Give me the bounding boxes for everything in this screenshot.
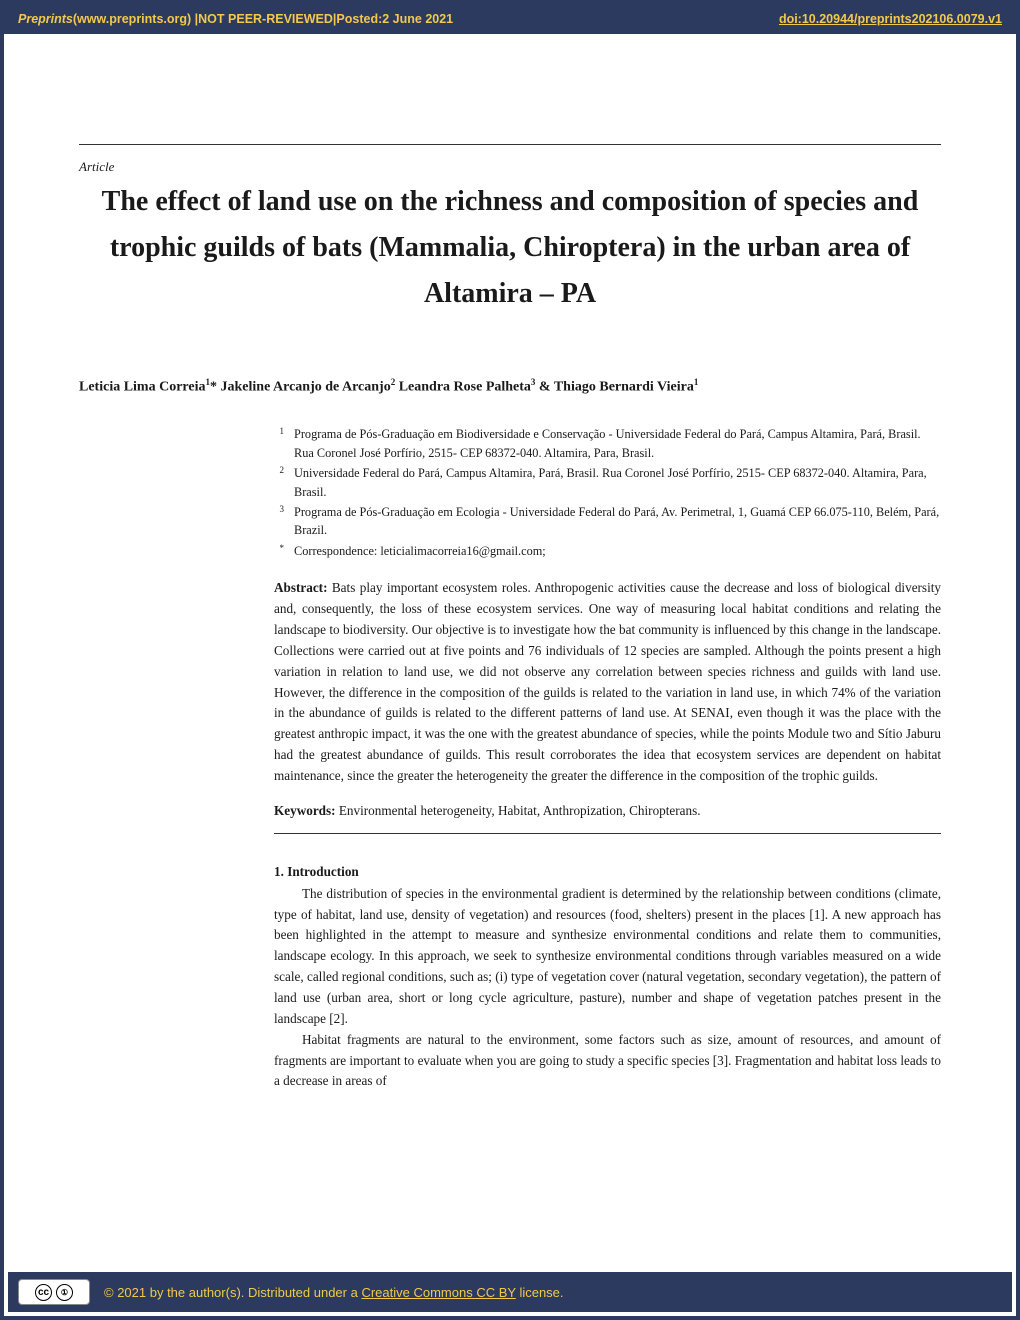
banner-posted-label: Posted: <box>336 12 382 26</box>
affil-text: Correspondence: leticialimacorreia16@gma… <box>294 542 941 560</box>
license-text: © 2021 by the author(s). Distributed und… <box>104 1285 564 1300</box>
keywords-label: Keywords: <box>274 803 339 818</box>
doi-link[interactable]: doi:10.20944/preprints202106.0079.v1 <box>779 12 1002 26</box>
affil-star: * <box>274 542 284 560</box>
introduction-body: The distribution of species in the envir… <box>274 884 941 1093</box>
affiliation-row: 2 Universidade Federal do Pará, Campus Al… <box>274 464 941 501</box>
license-link[interactable]: Creative Commons CC BY <box>361 1285 515 1300</box>
affil-num: 3 <box>274 503 284 540</box>
page-content: Article The effect of land use on the ri… <box>4 34 1016 1092</box>
copyright-prefix: © 2021 by the author(s). Distributed und… <box>104 1285 361 1300</box>
affiliation-row: * Correspondence: leticialimacorreia16@gm… <box>274 542 941 560</box>
affil-num: 2 <box>274 464 284 501</box>
article-type-label: Article <box>79 159 941 175</box>
affil-num: 1 <box>274 425 284 462</box>
affil-text: Programa de Pós-Graduação em Biodiversid… <box>294 425 941 462</box>
keywords-block: Keywords: Environmental heterogeneity, H… <box>274 801 941 821</box>
abstract-end-rule <box>274 833 941 834</box>
intro-paragraph-1: The distribution of species in the envir… <box>274 884 941 1030</box>
author-1-corr: * <box>210 379 217 394</box>
copyright-suffix: license. <box>516 1285 564 1300</box>
banner-posted-date: 2 June 2021 <box>382 12 453 26</box>
affiliations-block: 1 Programa de Pós-Graduação em Biodiversi… <box>274 425 941 560</box>
license-footer: cc ① BY © 2021 by the author(s). Distrib… <box>8 1272 1012 1312</box>
paper-title: The effect of land use on the richness a… <box>79 179 941 328</box>
indented-content-column: 1 Programa de Pós-Graduação em Biodiversi… <box>274 425 941 1092</box>
section-heading-introduction: 1. Introduction <box>274 864 941 880</box>
abstract-text: Bats play important ecosystem roles. Ant… <box>274 580 941 783</box>
author-2: Jakeline Arcanjo de Arcanjo <box>217 379 391 394</box>
authors-amp: & <box>535 379 553 394</box>
banner-url: (www.preprints.org) | <box>73 12 198 26</box>
abstract-block: Abstract: Bats play important ecosystem … <box>274 578 941 787</box>
affil-text: Programa de Pós-Graduação em Ecologia - … <box>294 503 941 540</box>
author-4-affil: 1 <box>694 377 699 387</box>
author-4: Thiago Bernardi Vieira <box>554 379 694 394</box>
intro-paragraph-2: Habitat fragments are natural to the env… <box>274 1030 941 1093</box>
top-rule <box>79 144 941 145</box>
preprint-banner: Preprints (www.preprints.org) | NOT PEER… <box>4 4 1016 34</box>
author-3: Leandra Rose Palheta <box>395 379 531 394</box>
abstract-label: Abstract: <box>274 580 332 595</box>
author-1: Leticia Lima Correia <box>79 379 206 394</box>
authors-line: Leticia Lima Correia 1 * Jakeline Arcanjo … <box>79 376 941 398</box>
cc-by-badge-icon: cc ① BY <box>18 1279 90 1305</box>
affiliation-row: 3 Programa de Pós-Graduação em Ecologia -… <box>274 503 941 540</box>
affil-text: Universidade Federal do Pará, Campus Alt… <box>294 464 941 501</box>
affiliation-row: 1 Programa de Pós-Graduação em Biodiversi… <box>274 425 941 462</box>
banner-left: Preprints (www.preprints.org) | NOT PEER… <box>18 12 453 26</box>
keywords-text: Environmental heterogeneity, Habitat, An… <box>339 803 701 818</box>
banner-status: NOT PEER-REVIEWED <box>198 12 333 26</box>
banner-site-name: Preprints <box>18 12 73 26</box>
